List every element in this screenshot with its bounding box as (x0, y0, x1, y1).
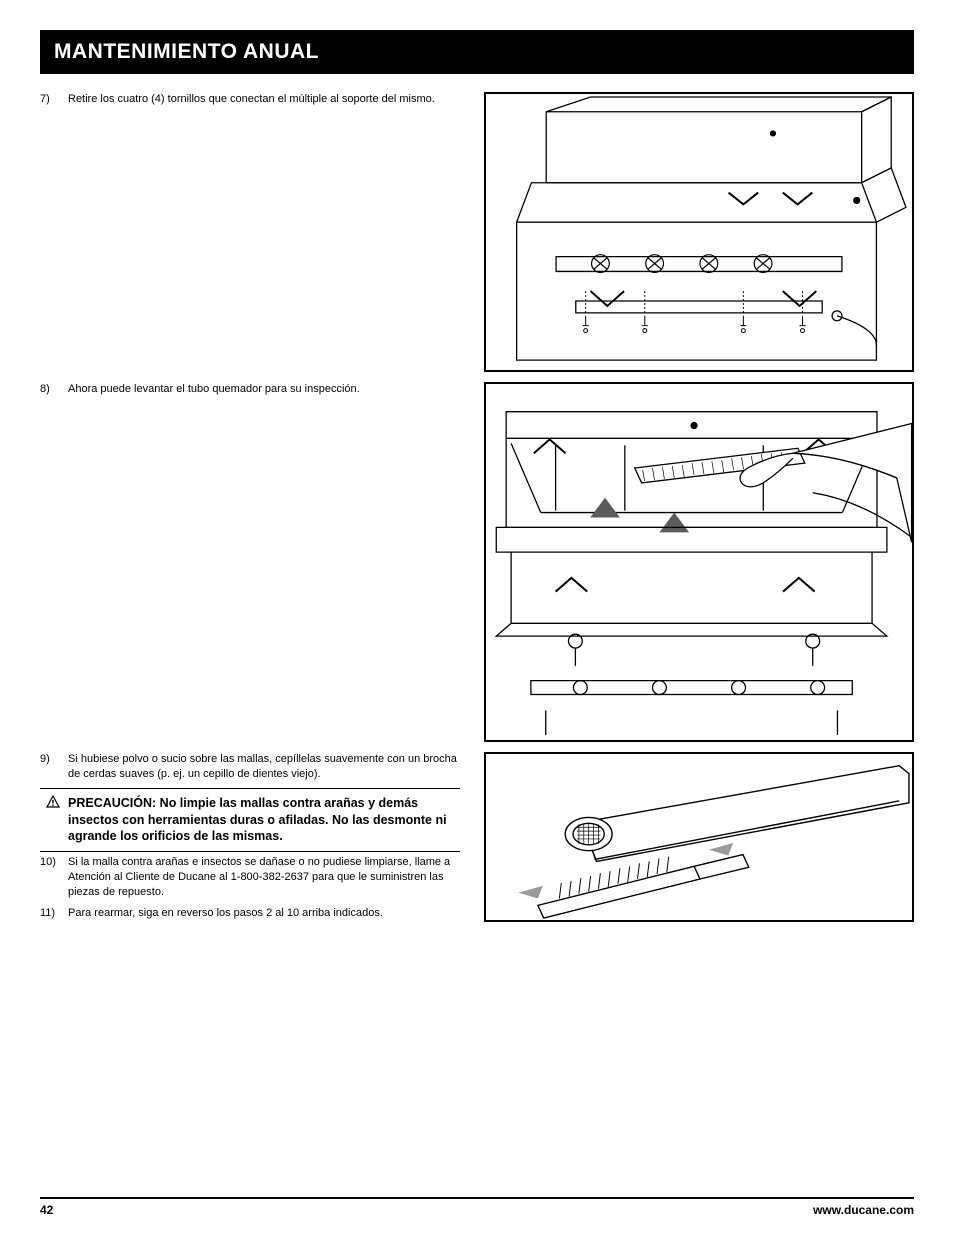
figure-col-1 (480, 92, 914, 372)
row-step-8: 8) Ahora puede levantar el tubo quemador… (40, 382, 914, 742)
step-11-text: Para rearmar, siga en reverso los pasos … (68, 906, 460, 921)
figure-col-2 (480, 382, 914, 742)
step-10-text: Si la malla contra arañas e insectos se … (68, 855, 460, 900)
step-8-text: Ahora puede levantar el tubo quemador pa… (68, 382, 460, 397)
figure-2-svg (486, 384, 912, 740)
step-11-num: 11) (40, 906, 68, 921)
figure-1-svg (486, 94, 912, 370)
section-header: MANTENIMIENTO ANUAL (40, 30, 914, 74)
row-step-7: 7) Retire los cuatro (4) tornillos que c… (40, 92, 914, 372)
step-8: 8) Ahora puede levantar el tubo quemador… (40, 382, 460, 397)
step-10-num: 10) (40, 855, 68, 900)
step-11: 11) Para rearmar, siga en reverso los pa… (40, 906, 460, 921)
step-9-text: Si hubiese polvo o sucio sobre las malla… (68, 752, 460, 782)
step-7: 7) Retire los cuatro (4) tornillos que c… (40, 92, 460, 107)
row-step-9: 9) Si hubiese polvo o sucio sobre las ma… (40, 752, 914, 927)
caution-box: PRECAUCIÓN: No limpie las mallas contra … (40, 788, 460, 853)
step-8-num: 8) (40, 382, 68, 397)
caution-text: PRECAUCIÓN: No limpie las mallas contra … (68, 795, 460, 846)
page-container: MANTENIMIENTO ANUAL 7) Retire los cuatro… (0, 0, 954, 1235)
text-col-8: 8) Ahora puede levantar el tubo quemador… (40, 382, 480, 403)
figure-2 (484, 382, 914, 742)
footer-url: www.ducane.com (813, 1203, 914, 1217)
step-9-num: 9) (40, 752, 68, 782)
figure-3-svg (486, 754, 912, 920)
section-title: MANTENIMIENTO ANUAL (54, 40, 319, 63)
figure-3 (484, 752, 914, 922)
figure-col-3 (480, 752, 914, 922)
warning-icon (46, 795, 64, 846)
step-10: 10) Si la malla contra arañas e insectos… (40, 855, 460, 900)
text-col-7: 7) Retire los cuatro (4) tornillos que c… (40, 92, 480, 113)
step-9: 9) Si hubiese polvo o sucio sobre las ma… (40, 752, 460, 782)
text-col-9: 9) Si hubiese polvo o sucio sobre las ma… (40, 752, 480, 927)
page-footer: 42 www.ducane.com (40, 1197, 914, 1217)
step-7-num: 7) (40, 92, 68, 107)
figure-1 (484, 92, 914, 372)
page-number: 42 (40, 1203, 53, 1217)
step-7-text: Retire los cuatro (4) tornillos que cone… (68, 92, 460, 107)
